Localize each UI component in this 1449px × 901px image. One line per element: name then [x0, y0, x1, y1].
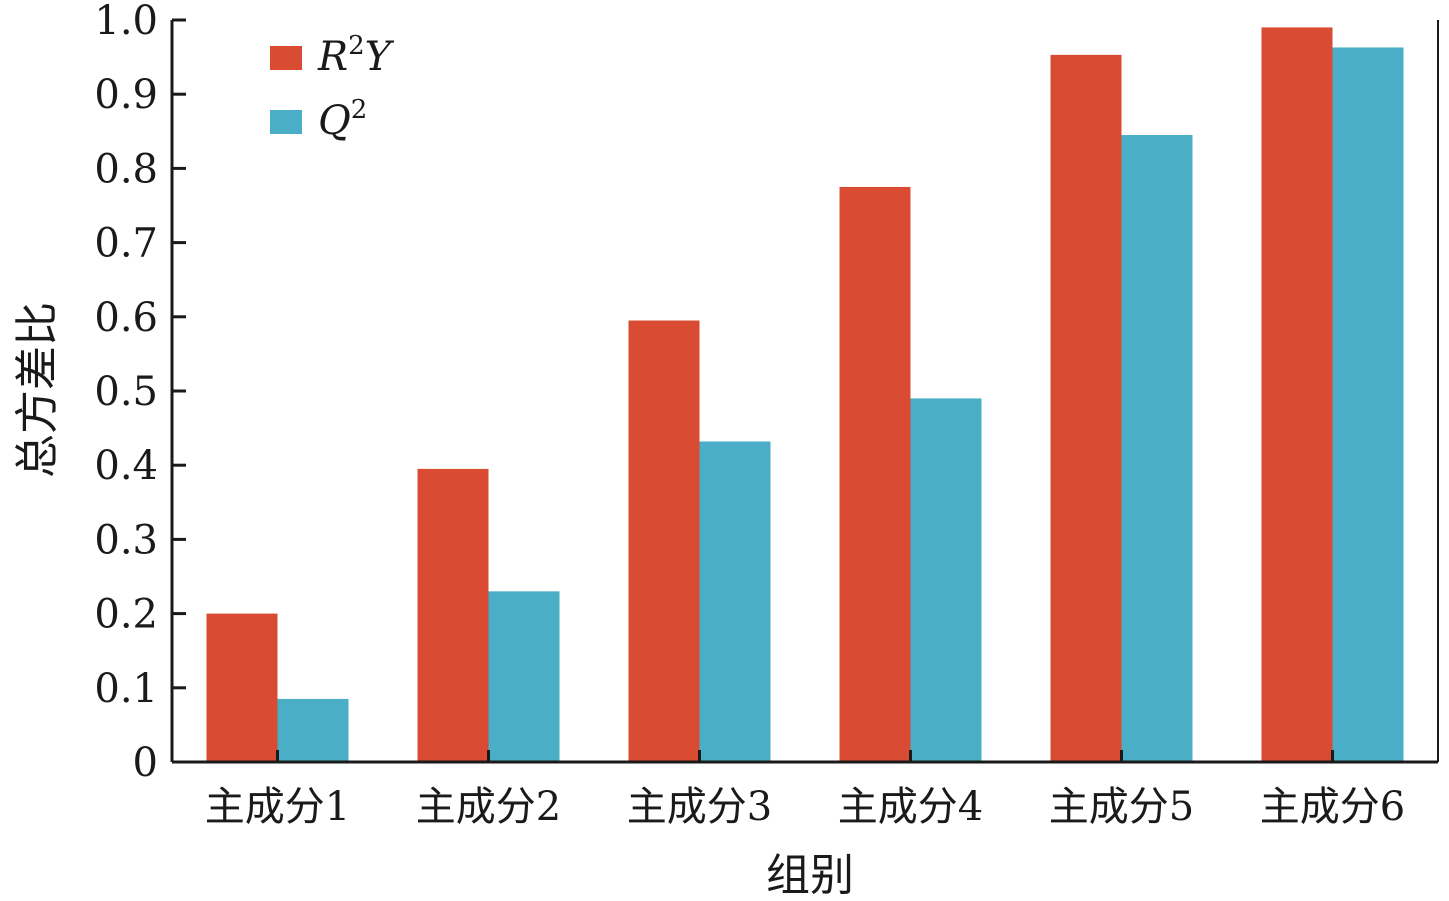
- bar-q2-2: [488, 591, 560, 762]
- y-tick-label: 0.3: [94, 517, 158, 563]
- legend-swatch-r2y: [270, 46, 302, 70]
- y-ticks: 0 0.1 0.2 0.3 0.4 0.5 0.6 0.7 0.8 0.9 1.0: [94, 0, 186, 786]
- bar-r2y-2: [417, 468, 489, 762]
- legend-swatch-q2: [270, 110, 302, 134]
- y-tick-label: 0.1: [94, 666, 158, 712]
- x-tick-label: 主成分5: [1049, 784, 1194, 830]
- y-tick-label: 0.4: [94, 443, 158, 489]
- axes-layer: [170, 20, 1439, 764]
- bar-r2y-5: [1050, 54, 1122, 762]
- bar-q2-6: [1332, 47, 1404, 763]
- legend-label-q2: Q2: [318, 95, 367, 144]
- legend-label-r2y: R2Y: [317, 31, 395, 80]
- x-tick-label: 主成分1: [205, 784, 350, 830]
- x-axis-title: 组别: [766, 850, 854, 901]
- y-tick-label: 0.8: [94, 146, 158, 192]
- y-tick-label: 1.0: [94, 0, 158, 44]
- x-tick-label: 主成分6: [1260, 784, 1405, 830]
- bar-q2-3: [699, 441, 771, 762]
- y-tick-label: 0.6: [94, 295, 158, 341]
- bar-q2-1: [277, 698, 349, 762]
- bar-r2y-3: [628, 320, 700, 762]
- bar-r2y-4: [839, 186, 911, 762]
- y-tick-label: 0.9: [94, 72, 158, 118]
- bar-q2-4: [910, 398, 982, 762]
- bar-r2y-6: [1261, 27, 1333, 763]
- x-tick-label: 主成分2: [416, 784, 561, 830]
- y-axis-title: 总方差比: [12, 302, 63, 478]
- bar-r2y-1: [206, 613, 278, 762]
- y-tick-label: 0.2: [94, 592, 158, 638]
- x-ticks: 主成分1 主成分2 主成分3 主成分4 主成分5 主成分6: [205, 750, 1405, 830]
- y-tick-label: 0: [133, 740, 158, 786]
- y-tick-label: 0.5: [94, 369, 158, 415]
- x-tick-label: 主成分3: [627, 784, 772, 830]
- bar-q2-5: [1121, 135, 1193, 762]
- y-tick-label: 0.7: [94, 221, 158, 267]
- x-tick-label: 主成分4: [838, 784, 983, 830]
- bars-layer: [206, 27, 1404, 763]
